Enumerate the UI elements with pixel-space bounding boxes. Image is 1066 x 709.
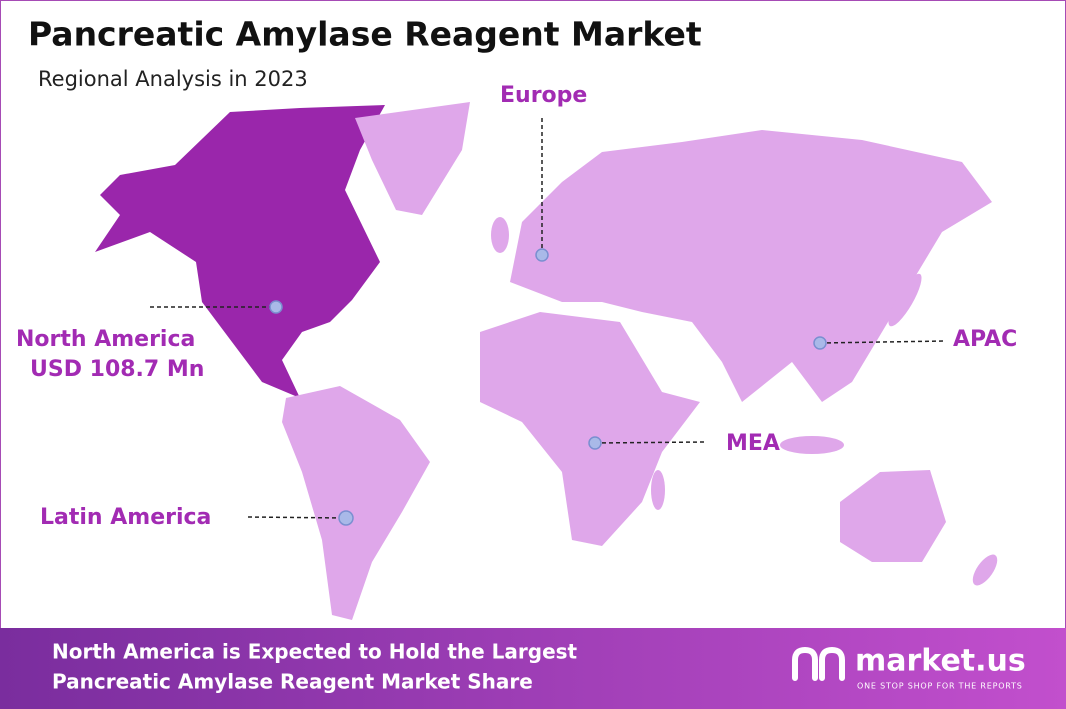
uk (491, 217, 509, 253)
new-zealand (972, 554, 998, 586)
footer-text: Pancreatic Amylase Reagent Market Share (52, 670, 533, 694)
greenland (355, 102, 470, 215)
marker (338, 510, 354, 526)
marker (269, 300, 283, 314)
subtitle: Regional Analysis in 2023 (38, 67, 308, 91)
south-america (282, 386, 430, 620)
africa (480, 312, 700, 546)
eurasia (510, 130, 992, 402)
brand-tagline: ONE STOP SHOP FOR THE REPORTS (857, 682, 1023, 691)
japan (888, 273, 922, 327)
region-label: Europe (500, 83, 587, 108)
north-america (95, 105, 385, 398)
leader-line (247, 516, 347, 519)
region-label: Latin America (40, 505, 211, 530)
footer-text: North America is Expected to Hold the La… (52, 640, 578, 664)
region-label: North America (16, 327, 195, 352)
brand-logo (792, 646, 845, 681)
region-label: MEA (726, 431, 780, 456)
brand-name: market.us (855, 644, 1026, 679)
leader-line (594, 441, 706, 444)
marker (588, 436, 602, 450)
marker (535, 248, 549, 262)
region-value: USD 108.7 Mn (30, 357, 204, 382)
australia (840, 470, 946, 562)
marker (813, 336, 827, 350)
region-label: APAC (953, 327, 1017, 352)
title: Pancreatic Amylase Reagent Market (28, 15, 702, 54)
world-map (95, 102, 998, 620)
madagascar (651, 470, 665, 510)
indonesia (780, 436, 844, 454)
footer-band (0, 628, 1066, 709)
